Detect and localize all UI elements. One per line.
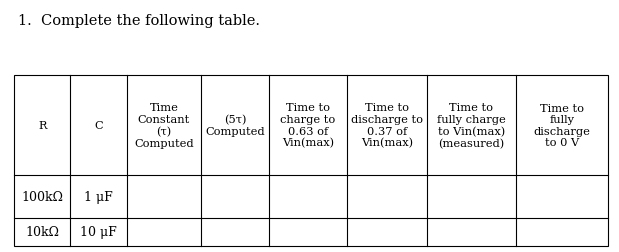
Text: 10kΩ: 10kΩ [25, 226, 59, 239]
Text: 100kΩ: 100kΩ [21, 190, 63, 203]
Text: 10 μF: 10 μF [80, 226, 117, 239]
Text: Time to
discharge to
0.37 of
Vin(max): Time to discharge to 0.37 of Vin(max) [351, 103, 423, 148]
Bar [14, 76, 608, 246]
Text: 1 μF: 1 μF [84, 190, 113, 203]
Text: R: R [38, 120, 46, 131]
Text: Time to
charge to
0.63 of
Vin(max): Time to charge to 0.63 of Vin(max) [280, 103, 335, 148]
Text: Time to
fully
discharge
to 0 V: Time to fully discharge to 0 V [534, 103, 591, 148]
Text: (5τ)
Computed: (5τ) Computed [206, 115, 265, 136]
Text: C: C [94, 120, 103, 131]
Text: 1.  Complete the following table.: 1. Complete the following table. [18, 14, 260, 28]
Text: Time
Constant
(τ)
Computed: Time Constant (τ) Computed [134, 103, 194, 148]
Text: Time to
fully charge
to Vin(max)
(measured): Time to fully charge to Vin(max) (measur… [437, 103, 506, 148]
